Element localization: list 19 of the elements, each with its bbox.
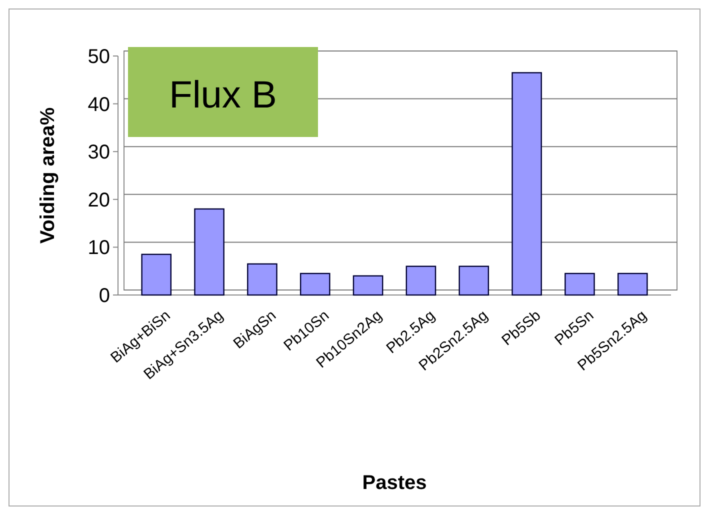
- y-tick-label: 30: [88, 142, 110, 164]
- bar: [141, 254, 172, 296]
- bar: [194, 208, 224, 296]
- y-tick-label: 0: [98, 285, 110, 307]
- x-axis-title: Pastes: [362, 472, 427, 494]
- bar: [617, 272, 648, 296]
- y-axis-title: Voiding area%: [37, 107, 59, 244]
- bar: [247, 263, 278, 296]
- y-tick-label: 20: [88, 189, 110, 212]
- bar: [352, 275, 384, 296]
- y-tick-label: 40: [88, 94, 110, 116]
- annotation: Flux B: [169, 74, 277, 116]
- y-tick-label: 50: [88, 46, 110, 68]
- bar: [564, 272, 595, 296]
- bar: [406, 266, 436, 296]
- y-tick-label: 10: [88, 237, 110, 260]
- bar: [300, 272, 330, 296]
- bar: [458, 266, 490, 296]
- bar: [512, 72, 542, 296]
